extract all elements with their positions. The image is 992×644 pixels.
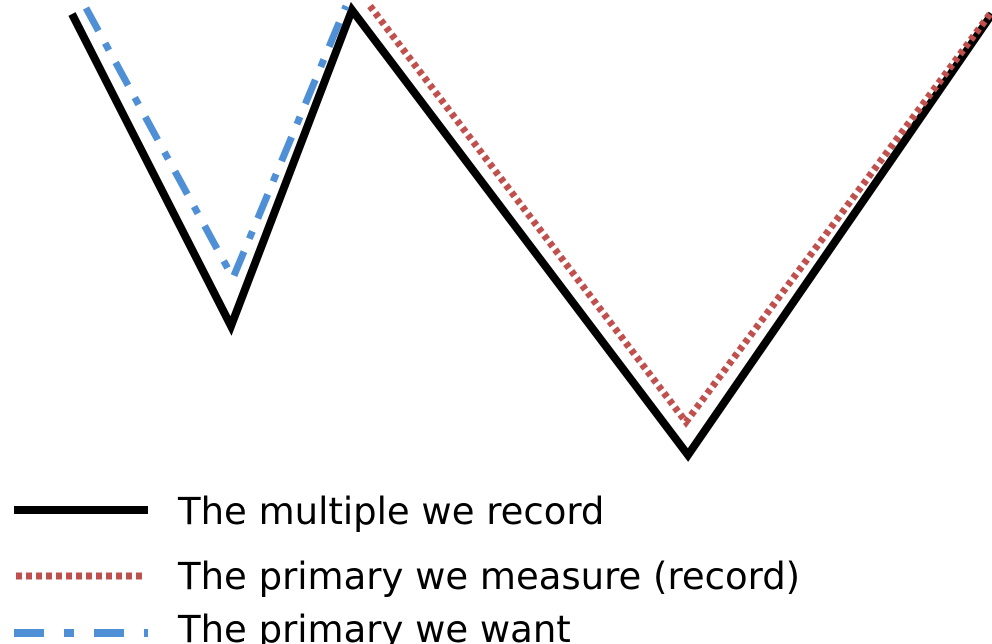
legend-item-measured: The primary we measure (record) [16, 555, 800, 598]
primary-wanted-line [82, 4, 350, 287]
legend-item-wanted: The primary we want [14, 608, 571, 644]
legend-item-multiple: The multiple we record [14, 490, 604, 533]
legend-label-wanted: The primary we want [177, 608, 571, 644]
primary-measured-line [367, 3, 992, 428]
legend: The multiple we record The primary we me… [14, 490, 800, 644]
multiple-recorded-line [68, 1, 992, 462]
legend-label-measured: The primary we measure (record) [177, 555, 800, 598]
legend-label-multiple: The multiple we record [177, 490, 604, 533]
